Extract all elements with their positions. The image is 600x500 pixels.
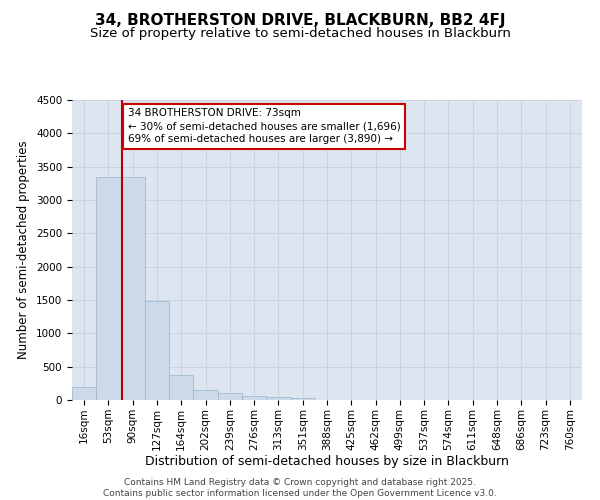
Y-axis label: Number of semi-detached properties: Number of semi-detached properties [17,140,31,360]
Bar [290,398,315,400]
X-axis label: Distribution of semi-detached houses by size in Blackburn: Distribution of semi-detached houses by … [145,456,509,468]
Text: 34 BROTHERSTON DRIVE: 73sqm
← 30% of semi-detached houses are smaller (1,696)
69: 34 BROTHERSTON DRIVE: 73sqm ← 30% of sem… [128,108,400,144]
Bar [193,390,218,400]
Text: Size of property relative to semi-detached houses in Blackburn: Size of property relative to semi-detach… [89,28,511,40]
Bar [266,397,290,400]
Bar [242,396,266,400]
Text: 34, BROTHERSTON DRIVE, BLACKBURN, BB2 4FJ: 34, BROTHERSTON DRIVE, BLACKBURN, BB2 4F… [95,12,505,28]
Bar [121,176,145,400]
Text: Contains HM Land Registry data © Crown copyright and database right 2025.
Contai: Contains HM Land Registry data © Crown c… [103,478,497,498]
Bar [145,300,169,400]
Bar [96,176,121,400]
Bar [218,394,242,400]
Bar [169,376,193,400]
Bar [72,386,96,400]
